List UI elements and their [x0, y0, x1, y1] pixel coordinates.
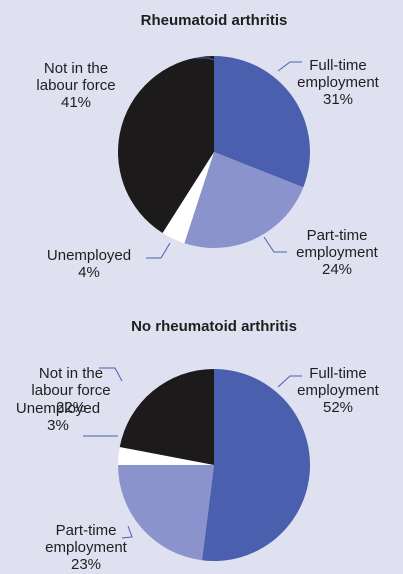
- slice-value-label: 23%: [71, 556, 101, 573]
- leader-line-full-time-employment: [277, 61, 302, 72]
- slice-label-line: Full-time: [309, 57, 367, 74]
- slice-label-line: Not in the: [39, 365, 103, 382]
- pie-slice-unemployed: [162, 152, 214, 244]
- slice-label-not-in-the-labour-force: Not in the labour force 22%: [31, 365, 110, 416]
- slice-label-line: Unemployed: [16, 400, 100, 417]
- slice-label-line: Part-time: [56, 522, 117, 539]
- chart-title: No rheumatoid arthritis: [131, 318, 297, 335]
- pie-slice-part-time-employment: [184, 152, 304, 249]
- leader-line-part-time-employment: [263, 236, 287, 253]
- slice-value-label: 3%: [47, 417, 69, 434]
- slice-label-full-time-employment: Full-time employment 31%: [297, 57, 380, 108]
- slice-label-not-in-the-labour-force: Not in the labour force 41%: [36, 60, 115, 111]
- slice-label-line: employment: [297, 74, 380, 91]
- slice-label-unemployed: Unemployed 3%: [16, 400, 100, 434]
- pie-slice-full-time-employment: [201, 369, 311, 561]
- slice-value-label: 31%: [323, 91, 353, 108]
- pie-slice-not-in-the-labour-force: [119, 369, 214, 465]
- pie-slice-full-time-employment: [214, 56, 311, 188]
- slice-label-line: employment: [297, 382, 380, 399]
- slice-label-part-time-employment: Part-time employment 24%: [296, 227, 379, 278]
- slice-label-line: labour force: [31, 382, 110, 399]
- slice-label-part-time-employment: Part-time employment 23%: [45, 522, 128, 573]
- leader-line-not-in-the-labour-force: [196, 57, 215, 61]
- leader-line-part-time-employment: [121, 525, 133, 539]
- slice-value-label: 41%: [61, 94, 91, 111]
- slice-label-unemployed: Unemployed 4%: [47, 247, 131, 281]
- slice-value-label: 22%: [56, 399, 86, 416]
- slice-value-label: 52%: [323, 399, 353, 416]
- slice-label-line: Unemployed: [47, 247, 131, 264]
- leader-line-full-time-employment: [277, 375, 302, 388]
- pie-slice-not-in-the-labour-force: [117, 56, 214, 234]
- pie-slice-unemployed: [118, 447, 214, 465]
- slice-label-line: employment: [296, 244, 379, 261]
- leader-line-not-in-the-labour-force: [99, 367, 123, 382]
- slice-label-line: Full-time: [309, 365, 367, 382]
- slice-label-line: Not in the: [44, 60, 108, 77]
- slice-value-label: 4%: [78, 264, 100, 281]
- chart-title: Rheumatoid arthritis: [141, 12, 288, 29]
- slice-label-line: labour force: [36, 77, 115, 94]
- slice-label-full-time-employment: Full-time employment 52%: [297, 365, 380, 416]
- pie-slice-part-time-employment: [118, 465, 214, 561]
- slice-label-line: Part-time: [307, 227, 368, 244]
- slice-value-label: 24%: [322, 261, 352, 278]
- slice-label-line: employment: [45, 539, 128, 556]
- leader-line-unemployed: [146, 242, 171, 259]
